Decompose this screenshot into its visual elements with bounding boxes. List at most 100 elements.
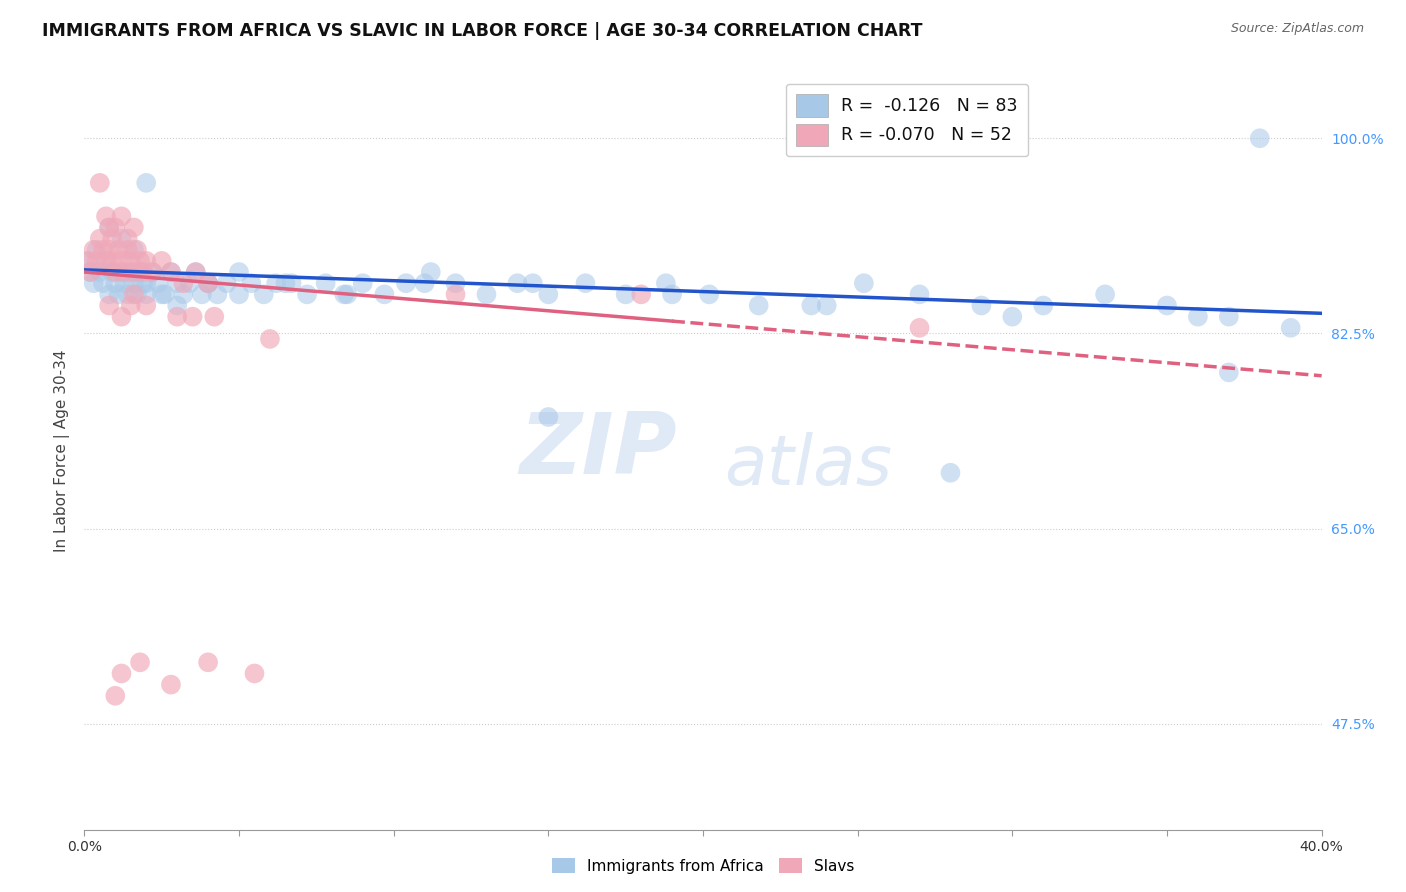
Point xyxy=(98,287,121,301)
Point xyxy=(243,666,266,681)
Point xyxy=(228,265,250,279)
Point xyxy=(191,287,214,301)
Point xyxy=(939,466,962,480)
Y-axis label: In Labor Force | Age 30-34: In Labor Force | Age 30-34 xyxy=(55,349,70,552)
Point xyxy=(89,265,111,279)
Point xyxy=(98,220,121,235)
Point xyxy=(315,277,337,291)
Point xyxy=(172,277,194,291)
Point xyxy=(475,287,498,301)
Point xyxy=(333,287,356,301)
Point xyxy=(117,243,139,257)
Point xyxy=(852,277,875,291)
Point xyxy=(574,277,596,291)
Point xyxy=(259,332,281,346)
Point xyxy=(197,277,219,291)
Point xyxy=(104,265,127,279)
Point xyxy=(110,210,132,224)
Point xyxy=(166,299,188,313)
Point xyxy=(104,689,127,703)
Point xyxy=(101,232,124,246)
Point xyxy=(135,299,157,313)
Point xyxy=(908,321,931,335)
Point xyxy=(91,243,114,257)
Point xyxy=(83,277,105,291)
Legend: Immigrants from Africa, Slavs: Immigrants from Africa, Slavs xyxy=(546,852,860,880)
Point xyxy=(197,277,219,291)
Point xyxy=(86,254,108,268)
Point xyxy=(120,254,142,268)
Point xyxy=(125,287,148,301)
Point xyxy=(135,254,157,268)
Point xyxy=(117,287,139,301)
Point xyxy=(444,277,467,291)
Point xyxy=(122,277,145,291)
Point xyxy=(166,277,188,291)
Point xyxy=(160,678,183,692)
Point xyxy=(122,287,145,301)
Point xyxy=(240,277,263,291)
Point xyxy=(107,287,129,301)
Point xyxy=(120,265,142,279)
Point xyxy=(110,254,132,268)
Point xyxy=(110,232,132,246)
Point xyxy=(94,254,117,268)
Point xyxy=(1218,310,1240,324)
Point xyxy=(86,243,108,257)
Text: atlas: atlas xyxy=(724,432,893,500)
Point xyxy=(184,265,207,279)
Point xyxy=(1001,310,1024,324)
Point xyxy=(815,299,838,313)
Point xyxy=(172,287,194,301)
Point xyxy=(264,277,287,291)
Point xyxy=(800,299,823,313)
Point xyxy=(132,265,155,279)
Point xyxy=(104,220,127,235)
Point xyxy=(89,232,111,246)
Point xyxy=(98,243,121,257)
Point xyxy=(122,243,145,257)
Point xyxy=(202,310,225,324)
Point xyxy=(253,287,276,301)
Point xyxy=(91,277,114,291)
Point xyxy=(444,287,467,301)
Point xyxy=(98,299,121,313)
Point xyxy=(1249,131,1271,145)
Point xyxy=(522,277,544,291)
Point xyxy=(179,277,201,291)
Point xyxy=(79,265,101,279)
Point xyxy=(141,265,163,279)
Point xyxy=(1094,287,1116,301)
Point xyxy=(153,287,176,301)
Point xyxy=(135,176,157,190)
Point xyxy=(1156,299,1178,313)
Point xyxy=(336,287,359,301)
Point xyxy=(228,287,250,301)
Point xyxy=(352,277,374,291)
Point xyxy=(101,265,124,279)
Point xyxy=(150,287,173,301)
Point xyxy=(215,277,238,291)
Point xyxy=(135,287,157,301)
Point xyxy=(537,410,560,425)
Point xyxy=(150,254,173,268)
Point xyxy=(107,243,129,257)
Point xyxy=(110,310,132,324)
Point xyxy=(141,265,163,279)
Point xyxy=(104,277,127,291)
Point xyxy=(122,265,145,279)
Point xyxy=(114,265,136,279)
Point xyxy=(295,287,318,301)
Point xyxy=(419,265,441,279)
Point xyxy=(748,299,770,313)
Point xyxy=(207,287,229,301)
Point xyxy=(661,287,683,301)
Text: Source: ZipAtlas.com: Source: ZipAtlas.com xyxy=(1230,22,1364,36)
Point xyxy=(1032,299,1054,313)
Point xyxy=(274,277,297,291)
Point xyxy=(79,265,101,279)
Point xyxy=(129,254,152,268)
Point xyxy=(125,243,148,257)
Point xyxy=(630,287,652,301)
Point xyxy=(76,254,98,268)
